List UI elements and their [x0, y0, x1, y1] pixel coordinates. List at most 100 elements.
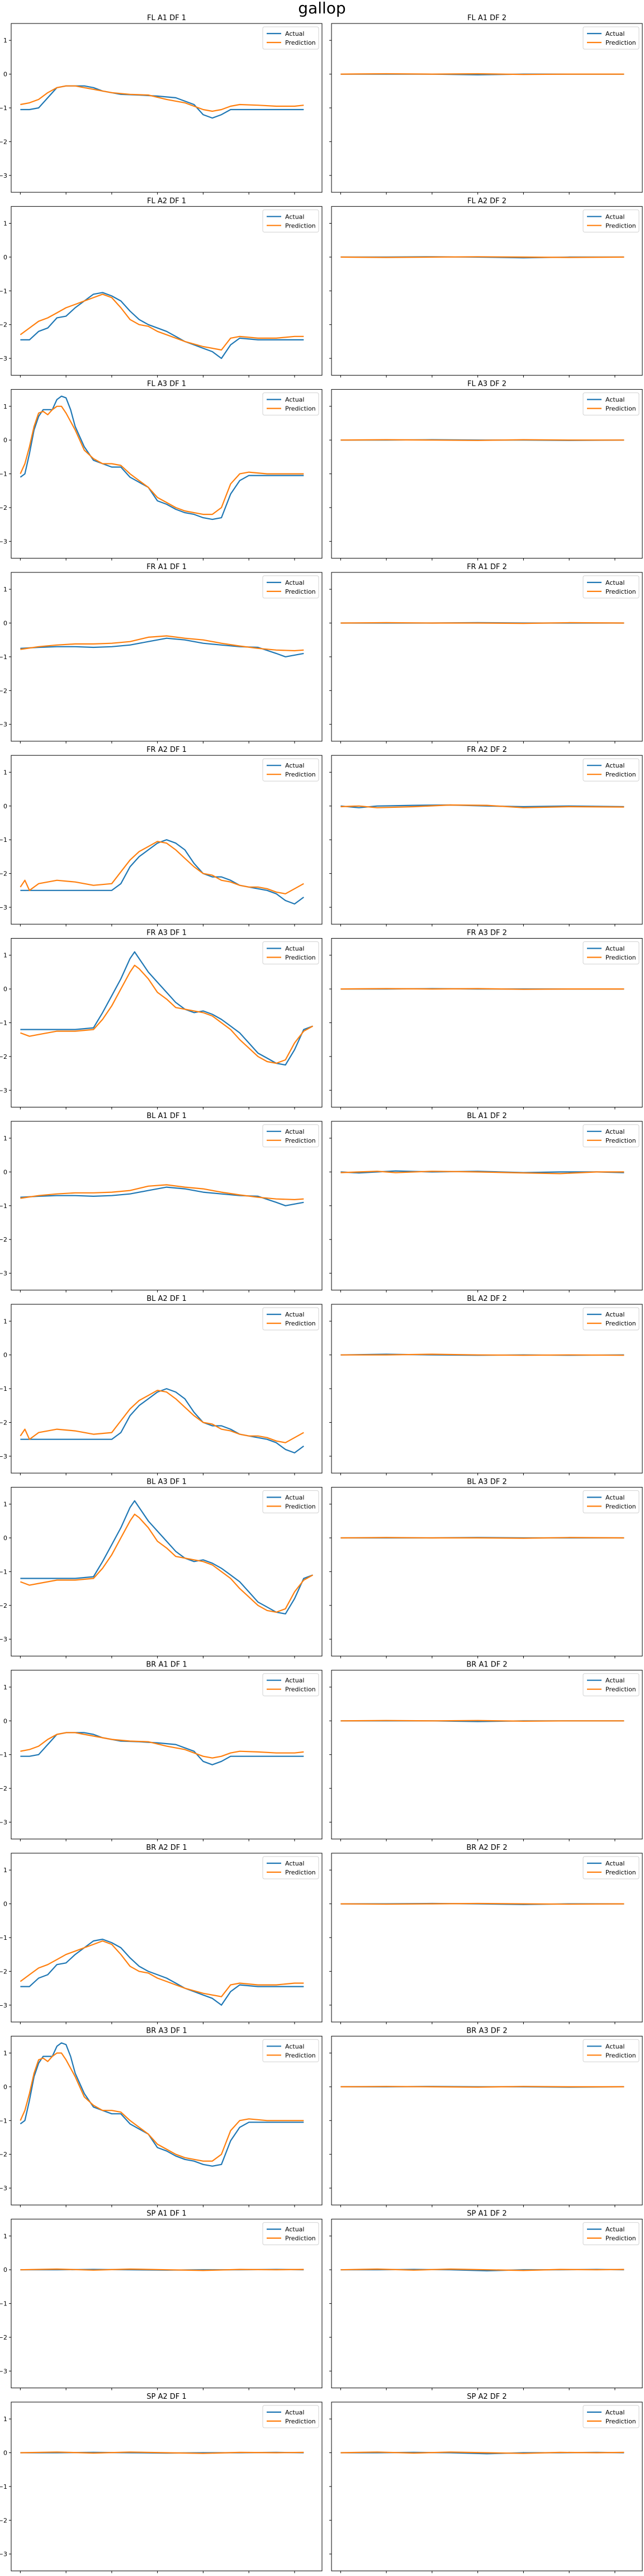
y-tick-label: 1 [3, 769, 7, 776]
legend-label-actual: Actual [605, 945, 624, 953]
legend-label-actual: Actual [285, 945, 304, 953]
legend-label-actual: Actual [285, 396, 304, 404]
y-tick-label: −2 [0, 1968, 7, 1975]
subplot-title: BL A3 DF 1 [146, 1478, 186, 1486]
subplot-title: FL A3 DF 1 [147, 380, 186, 389]
y-tick-label: −1 [0, 1934, 7, 1942]
legend-label-actual: Actual [605, 2226, 624, 2233]
y-tick-label: −2 [0, 1053, 7, 1060]
subplot-title: FL A3 DF 2 [467, 380, 506, 389]
legend-box [262, 392, 319, 416]
y-tick-label: −2 [0, 687, 7, 694]
subplot-panel: FL A1 DF 2 Actual Prediction [329, 14, 643, 195]
legend-label-actual: Actual [605, 1677, 624, 1684]
legend-box [583, 2039, 640, 2062]
subplot-panel: FR A1 DF 2 Actual Prediction [329, 563, 643, 744]
x-tick-label: 40 [199, 2575, 207, 2576]
y-tick-label: 1 [3, 952, 7, 959]
prediction-line [20, 85, 304, 112]
prediction-line [20, 964, 314, 1064]
x-tick-label: 30 [474, 2575, 482, 2576]
y-tick-label: 1 [3, 37, 7, 44]
subplot-panel: BR A1 DF 1 −3 −2 −1 0 1 Actual Prediction [0, 1661, 323, 1841]
subplot-title: FL A2 DF 1 [147, 197, 186, 205]
prediction-line [340, 2086, 624, 2088]
actual-line [20, 395, 304, 520]
legend-label-prediction: Prediction [605, 1320, 636, 1327]
subplot-title: BR A3 DF 1 [146, 2026, 187, 2035]
legend-label-actual: Actual [285, 213, 304, 220]
x-tick-label: 0 [339, 2575, 343, 2576]
prediction-line [20, 1732, 304, 1759]
legend-box [262, 758, 319, 782]
subplot-title: SP A1 DF 2 [467, 2210, 506, 2218]
subplot-title: BL A2 DF 1 [146, 1295, 186, 1303]
figure-title: gallop [298, 0, 345, 17]
subplot-panel: SP A2 DF 1−3−2−1010102030405060ActualPre… [0, 2393, 323, 2576]
legend-label-actual: Actual [605, 1128, 624, 1135]
y-tick-label: −1 [0, 1751, 7, 1759]
y-tick-label: −3 [0, 2551, 7, 2558]
y-tick-label: −1 [0, 1568, 7, 1575]
legend-label-actual: Actual [285, 2226, 304, 2233]
actual-line [20, 2042, 304, 2167]
subplot-title: BL A2 DF 2 [467, 1295, 506, 1303]
actual-line [20, 292, 304, 359]
legend-label-actual: Actual [285, 579, 304, 586]
legend-label-actual: Actual [605, 1311, 624, 1318]
legend-box [262, 1673, 319, 1697]
y-tick-label: 1 [3, 220, 7, 228]
y-tick-label: −2 [0, 1785, 7, 1792]
prediction-line [20, 1390, 304, 1443]
legend-label-actual: Actual [285, 30, 304, 37]
y-tick-label: 1 [3, 2050, 7, 2057]
subplot-title: BL A3 DF 2 [467, 1478, 506, 1486]
x-tick-label: 50 [245, 2575, 253, 2576]
legend-box [583, 2405, 640, 2428]
subplot-title: FL A1 DF 1 [147, 14, 186, 22]
y-tick-label: −3 [0, 1636, 7, 1643]
y-tick-label: −2 [0, 1602, 7, 1609]
x-tick-label: 10 [62, 2575, 70, 2576]
y-tick-label: 1 [3, 2416, 7, 2423]
legend-box [583, 1490, 640, 1513]
legend-label-prediction: Prediction [285, 39, 316, 46]
x-tick-label: 10 [382, 2575, 390, 2576]
subplot-title: FR A3 DF 1 [146, 929, 187, 937]
prediction-line [340, 439, 624, 441]
legend-label-actual: Actual [605, 213, 624, 220]
legend-box [583, 1856, 640, 1879]
y-tick-label: −3 [0, 172, 7, 179]
subplot-title: SP A1 DF 1 [146, 2210, 186, 2218]
y-tick-label: −3 [0, 2185, 7, 2192]
subplot-title: SP A2 DF 1 [146, 2393, 186, 2401]
y-tick-label: 1 [3, 1318, 7, 1325]
prediction-line [20, 293, 304, 351]
legend-label-prediction: Prediction [285, 1503, 316, 1510]
legend-label-prediction: Prediction [285, 954, 316, 962]
y-tick-label: −1 [0, 654, 7, 661]
subplot-title: BL A1 DF 2 [467, 1112, 506, 1120]
subplot-title: BR A2 DF 2 [466, 1844, 507, 1852]
legend-label-actual: Actual [285, 1311, 304, 1318]
subplot-panel: SP A2 DF 2 0 10 20 30 40 50 60 Actual Prediction [329, 2393, 643, 2576]
legend-label-prediction: Prediction [285, 1320, 316, 1327]
subplot-panel: FR A2 DF 1 −3 −2 −1 0 1 Actual Prediction [0, 746, 323, 927]
legend-label-prediction: Prediction [285, 1869, 316, 1876]
legend-label-prediction: Prediction [285, 405, 316, 413]
subplot-panel: FL A2 DF 1 −3 −2 −1 0 1 Actual Prediction [0, 197, 323, 378]
prediction-line [340, 1902, 624, 1905]
subplot-panel: FL A1 DF 1 −3 −2 −1 0 1 Actual Prediction [0, 14, 323, 195]
legend-label-actual: Actual [285, 1128, 304, 1135]
subplot-panel: BR A2 DF 2 Actual Prediction [329, 1844, 643, 2024]
y-tick-label: −2 [0, 1419, 7, 1427]
prediction-line [340, 1171, 624, 1175]
x-tick-label: 0 [18, 2575, 22, 2576]
legend-label-prediction: Prediction [285, 2418, 316, 2425]
subplot-panel: BL A3 DF 1 −3 −2 −1 0 1 Actual Prediction [0, 1478, 323, 1659]
subplot-title: FL A2 DF 2 [467, 197, 506, 205]
y-tick-label: 0 [3, 1717, 7, 1725]
prediction-line [340, 804, 624, 808]
actual-line [20, 1938, 304, 2006]
